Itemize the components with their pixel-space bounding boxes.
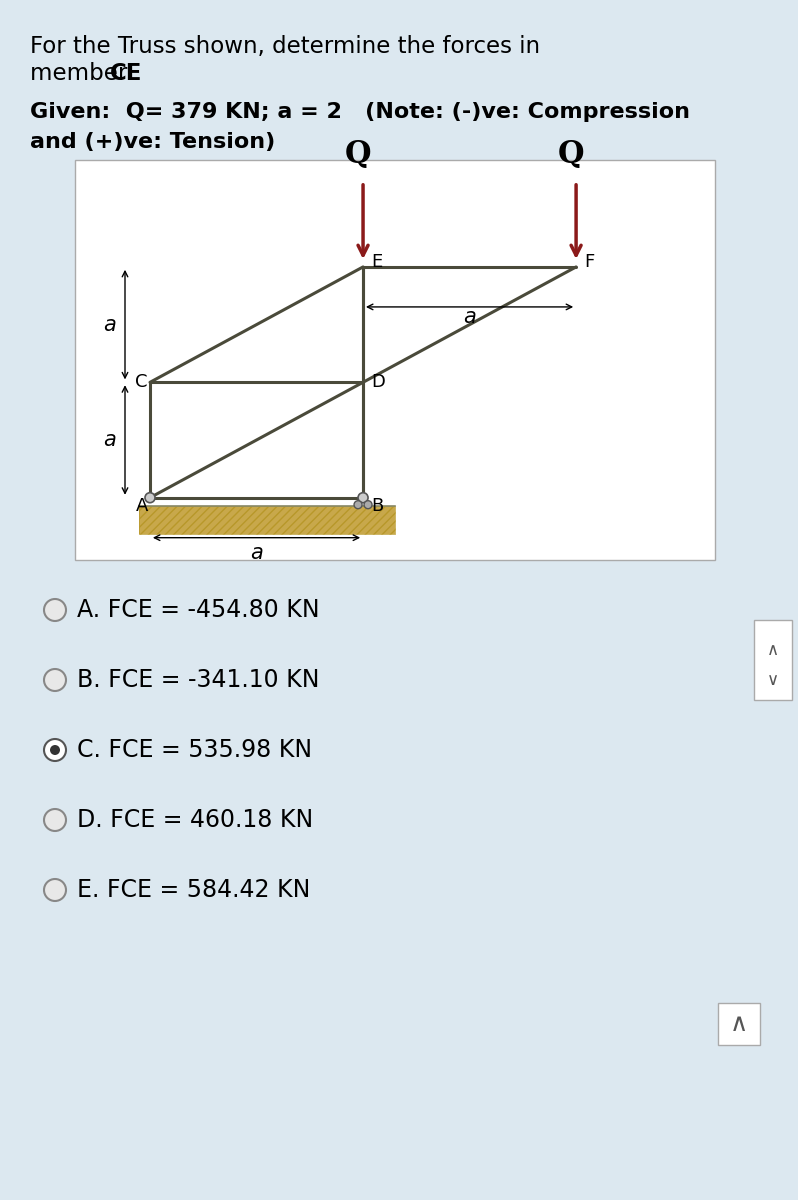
Text: CE: CE (110, 62, 142, 85)
Text: ∧: ∧ (767, 641, 779, 659)
Text: E: E (371, 253, 382, 271)
Circle shape (44, 878, 66, 901)
Text: and (+)ve: Tension): and (+)ve: Tension) (30, 132, 275, 152)
Text: C: C (135, 373, 148, 391)
Text: A: A (136, 497, 148, 515)
Text: D. FCE = 460.18 KN: D. FCE = 460.18 KN (77, 808, 314, 832)
Text: a: a (104, 314, 117, 335)
Circle shape (50, 745, 60, 755)
Bar (75, 160, 715, 560)
Text: member: member (30, 62, 135, 85)
Text: a: a (463, 307, 476, 326)
Text: C. FCE = 535.98 KN: C. FCE = 535.98 KN (77, 738, 312, 762)
Circle shape (44, 809, 66, 830)
Circle shape (358, 493, 368, 503)
Text: Q: Q (558, 139, 584, 170)
Text: Given:  Q= 379 KN; a = 2   (Note: (-)ve: Compression: Given: Q= 379 KN; a = 2 (Note: (-)ve: Co… (30, 102, 690, 122)
Circle shape (145, 493, 155, 503)
Text: B: B (371, 497, 383, 515)
Text: Q: Q (345, 139, 371, 170)
Bar (754, 620, 792, 700)
Bar (140, 505, 395, 534)
Text: D: D (371, 373, 385, 391)
Text: A. FCE = -454.80 KN: A. FCE = -454.80 KN (77, 598, 320, 622)
Bar (140, 505, 395, 534)
Circle shape (44, 670, 66, 691)
Bar (718, 1003, 760, 1045)
Text: B. FCE = -341.10 KN: B. FCE = -341.10 KN (77, 668, 319, 692)
Text: ∧: ∧ (730, 1012, 749, 1036)
Circle shape (364, 500, 372, 509)
Text: For the Truss shown, determine the forces in: For the Truss shown, determine the force… (30, 35, 540, 58)
Circle shape (44, 739, 66, 761)
Circle shape (44, 599, 66, 622)
Text: ∨: ∨ (767, 671, 779, 689)
Text: F: F (584, 253, 595, 271)
Text: a: a (250, 542, 263, 563)
Text: a: a (104, 430, 117, 450)
Circle shape (354, 500, 362, 509)
Text: E. FCE = 584.42 KN: E. FCE = 584.42 KN (77, 878, 310, 902)
